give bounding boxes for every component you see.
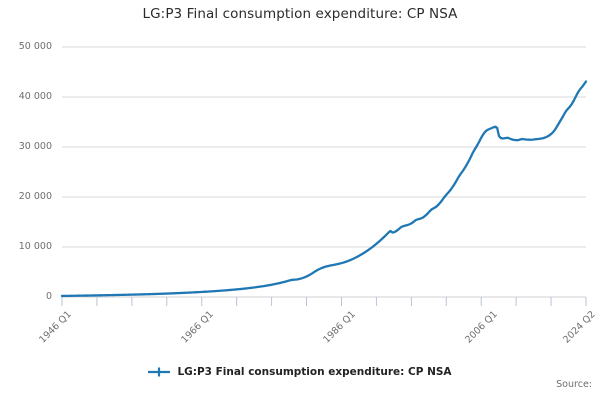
y-axis-tick-label: 40 000 (18, 91, 52, 102)
y-axis-tick-label: 30 000 (18, 141, 52, 152)
chart-legend: LG:P3 Final consumption expenditure: CP … (0, 366, 600, 378)
source-note: Source: (556, 379, 592, 390)
y-axis-tick-label: 10 000 (18, 241, 52, 252)
legend-line-marker-icon (148, 367, 171, 377)
legend-item-label: LG:P3 Final consumption expenditure: CP … (177, 366, 452, 378)
chart-title: LG:P3 Final consumption expenditure: CP … (142, 6, 458, 22)
data-line-series-0 (60, 80, 588, 298)
y-axis-tick-label: 20 000 (18, 191, 52, 202)
y-axis-tick-label: 50 000 (18, 41, 52, 52)
y-axis-tick-label: 0 (45, 291, 52, 302)
